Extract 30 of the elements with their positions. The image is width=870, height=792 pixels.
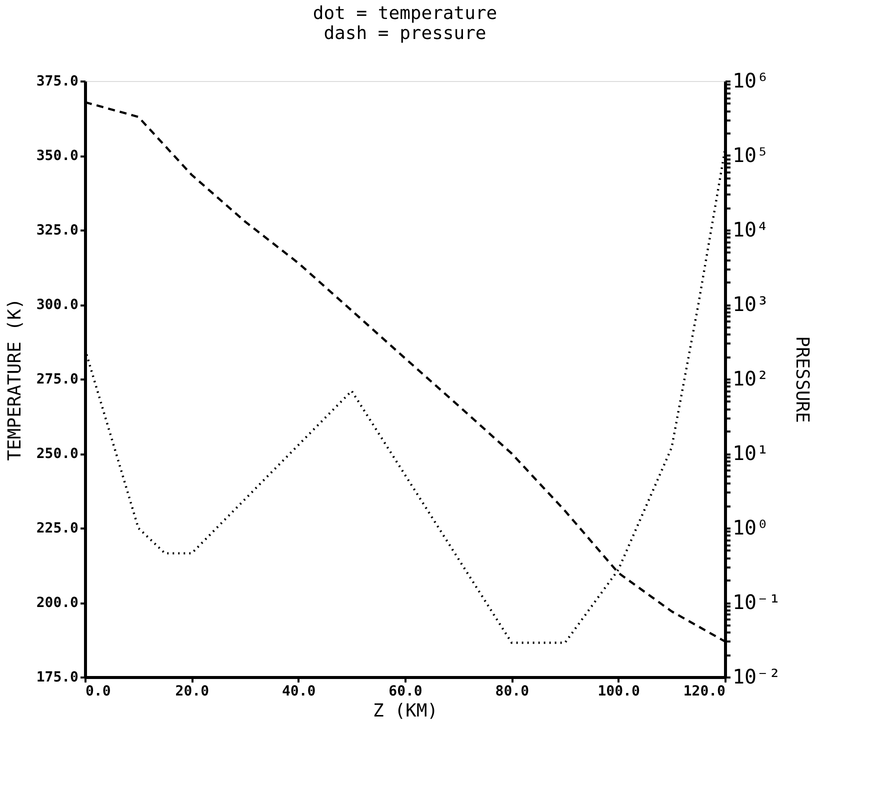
y2-tick-label: 10⁻¹	[732, 590, 781, 614]
y2-tick-label: 10⁵	[732, 143, 769, 167]
y-tick-label: 300.0	[36, 297, 78, 313]
y2-tick-label: 10⁶	[732, 68, 769, 92]
x-tick-label: 80.0	[495, 684, 530, 700]
x-tick-label: 60.0	[388, 684, 422, 700]
y-tick-label: 375.0	[36, 74, 78, 90]
y2-tick-label: 10³	[732, 292, 769, 316]
y-tick-label: 225.0	[36, 520, 78, 536]
y2-tick-label: 10⁻²	[732, 664, 781, 688]
y-tick-label: 275.0	[36, 372, 78, 388]
y-tick-label: 350.0	[36, 148, 78, 164]
y2-tick-label: 10⁰	[732, 516, 769, 540]
x-tick-label: 100.0	[598, 684, 640, 700]
x-tick-label: 0.0	[86, 684, 111, 700]
y2-tick-label: 10⁴	[732, 218, 769, 242]
x-tick-label: 120.0	[683, 684, 726, 700]
y2-axis-title: PRESSURE	[792, 336, 813, 423]
y-tick-label: 175.0	[36, 670, 78, 686]
y-axis-title: TEMPERATURE (K)	[4, 298, 26, 461]
text: dot = temperature	[312, 3, 498, 24]
x-tick-label: 40.0	[282, 684, 316, 700]
text: dash = pressure	[324, 23, 486, 44]
y-tick-label: 250.0	[36, 446, 78, 462]
y-tick-label: 325.0	[36, 222, 78, 238]
y-tick-label: 200.0	[36, 595, 78, 611]
y2-tick-label: 10²	[732, 366, 769, 390]
x-tick-label: 20.0	[175, 684, 210, 700]
y2-tick-label: 10¹	[732, 441, 769, 465]
x-axis-title: Z (KM)	[372, 700, 438, 722]
